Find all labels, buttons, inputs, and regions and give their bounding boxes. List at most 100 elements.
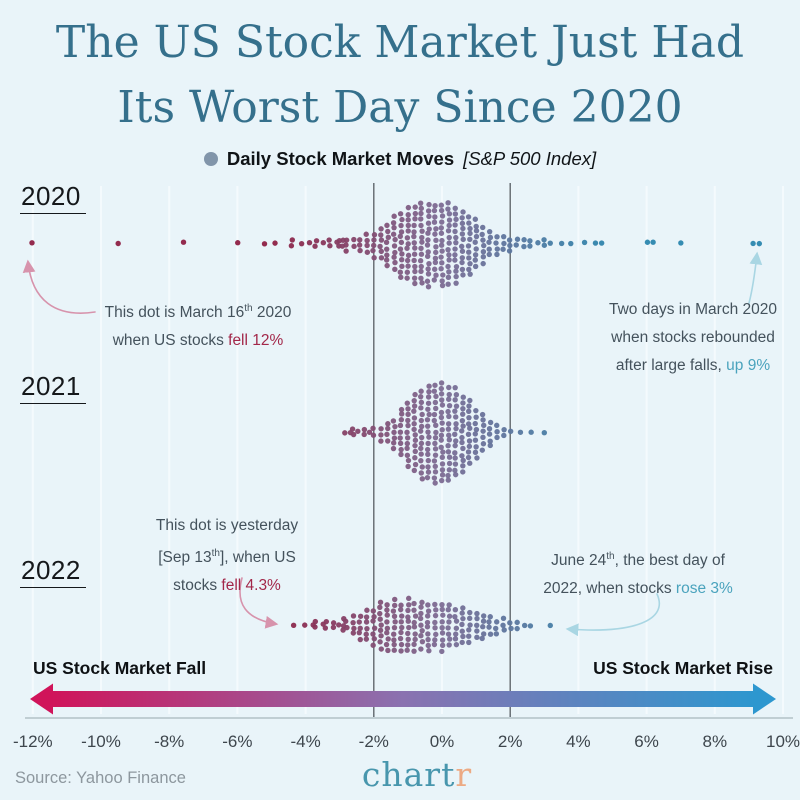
dot-2022 (439, 648, 445, 655)
dot-2021 (472, 431, 478, 437)
dot-2020 (535, 240, 541, 246)
dot-2022 (486, 619, 492, 625)
dot-2020 (438, 242, 445, 248)
dot-2020 (399, 216, 405, 223)
chartr-logo: chartr (362, 755, 472, 794)
dot-2020 (425, 266, 431, 272)
dot-2020 (417, 200, 424, 206)
dot-2021 (446, 454, 453, 460)
dot-2020 (514, 236, 521, 242)
dot-2021 (466, 408, 472, 414)
dot-2021 (405, 422, 411, 429)
dot-2021 (438, 409, 445, 416)
dot-2020 (343, 242, 349, 248)
chart-legend: Daily Stock Market Moves [S&P 500 Index] (0, 148, 800, 170)
dot-2020 (433, 272, 439, 278)
dot-2022 (377, 616, 383, 622)
dot-2020 (418, 210, 424, 217)
dot-2022 (417, 615, 424, 622)
dot-2021 (425, 406, 431, 412)
dot-2020 (472, 257, 478, 263)
dot-2020 (326, 237, 332, 243)
dot-2020 (446, 269, 452, 275)
dot-2021 (472, 420, 478, 427)
dot-2021 (431, 475, 438, 481)
dot-2020 (433, 237, 439, 244)
dot-2021 (433, 393, 439, 400)
dot-2020 (438, 207, 445, 214)
dot-2022 (364, 625, 370, 632)
dot-2020 (405, 212, 411, 218)
dot-2020 (418, 245, 424, 252)
dot-2022 (480, 624, 486, 630)
dot-2022 (411, 619, 417, 626)
dot-2020 (459, 231, 466, 237)
legend-dot-icon (203, 152, 218, 166)
dot-2022 (397, 635, 404, 642)
dot-2020 (446, 234, 452, 241)
dot-2022 (398, 629, 404, 636)
dot-2021 (494, 422, 500, 429)
year-label-2021: 2021 (20, 371, 86, 404)
year-label-2022: 2022 (20, 555, 86, 588)
dot-2021 (398, 411, 405, 417)
dot-2022 (439, 624, 445, 631)
dot-2020 (439, 248, 445, 254)
dot-2022 (459, 621, 465, 628)
dot-2021 (412, 391, 418, 398)
dot-2022 (384, 625, 391, 631)
dot-2022 (466, 615, 473, 622)
dot-2022 (411, 600, 417, 607)
chart-title: The US Stock Market Just Had Its Worst D… (0, 10, 800, 140)
dot-2022 (433, 607, 439, 613)
dot-2021 (446, 402, 453, 409)
dot-2020 (494, 246, 501, 252)
dot-2021 (452, 455, 458, 461)
dot-2021 (424, 417, 431, 423)
dot-2020 (480, 237, 486, 243)
dot-2021 (424, 474, 431, 481)
dot-2020 (390, 220, 397, 226)
dot-2020 (472, 252, 479, 258)
dot-2021 (411, 403, 418, 409)
dot-2022 (419, 627, 425, 634)
dot-2020 (377, 243, 383, 250)
dot-2022 (391, 624, 398, 631)
dot-2020 (29, 240, 35, 246)
dot-2020 (426, 226, 432, 232)
dot-2022 (527, 623, 534, 629)
dot-2021 (466, 438, 473, 444)
dot-2020 (756, 240, 763, 247)
dot-2020 (527, 243, 533, 249)
dot-2022 (350, 619, 356, 626)
dot-2020 (432, 255, 439, 261)
dot-2022 (487, 631, 494, 637)
dot-2020 (364, 242, 370, 249)
dot-2022 (425, 631, 431, 637)
dot-2020 (460, 272, 466, 278)
axis-tick-6%: 6% (634, 732, 659, 751)
dot-2022 (344, 624, 350, 631)
dot-2021 (385, 438, 391, 444)
dot-2022 (302, 622, 308, 628)
dot-2022 (507, 620, 513, 626)
dot-2020 (446, 217, 453, 223)
dot-2022 (501, 627, 507, 633)
dot-2021 (433, 429, 439, 436)
dot-2020 (439, 282, 446, 289)
dot-2021 (480, 441, 487, 447)
dot-2021 (438, 432, 445, 439)
dot-2020 (397, 233, 404, 240)
dot-2021 (404, 452, 411, 459)
dot-2020 (419, 239, 425, 245)
dot-2020 (452, 246, 458, 252)
dot-2020 (452, 222, 458, 228)
dot-2022 (452, 613, 458, 620)
dot-2022 (432, 601, 438, 608)
dot-2020 (507, 242, 513, 249)
dot-2020 (460, 209, 466, 215)
dot-2021 (432, 463, 438, 470)
dot-2021 (418, 388, 424, 394)
dot-2021 (370, 432, 377, 438)
dot-2022 (405, 614, 411, 620)
